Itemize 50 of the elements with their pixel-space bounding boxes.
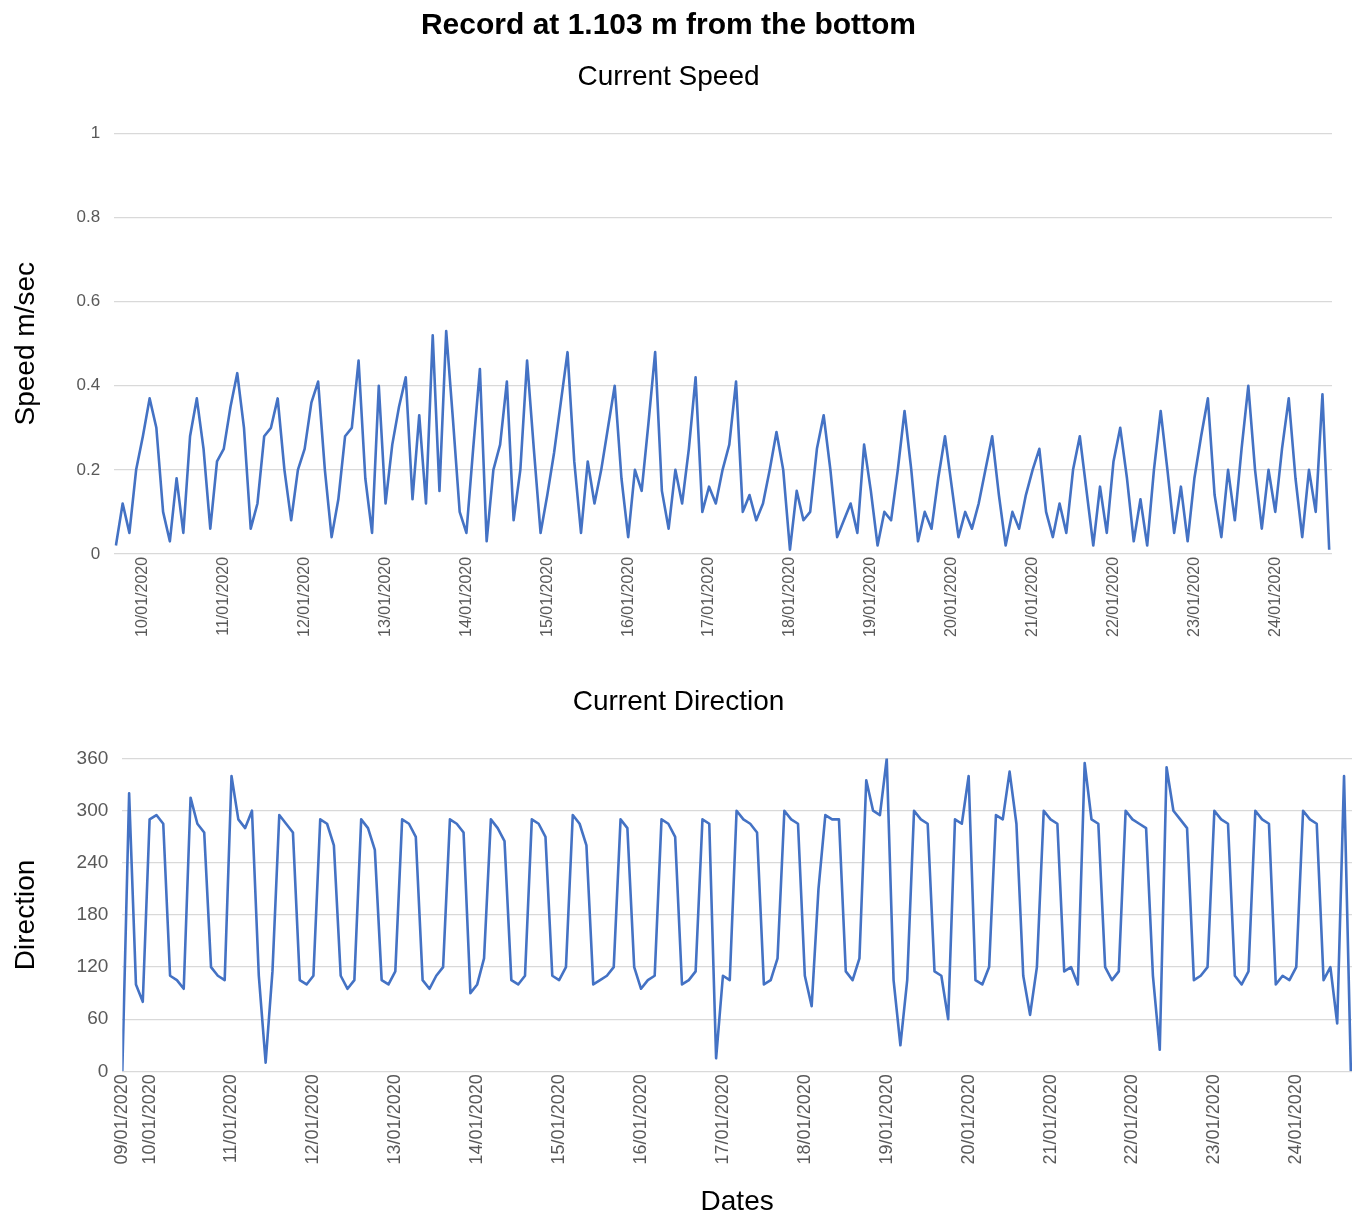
x-tick-label: 17/01/2020 bbox=[711, 1074, 732, 1165]
x-tick-label: 11/01/2020 bbox=[220, 1074, 241, 1164]
x-tick-label: 13/01/2020 bbox=[384, 1074, 405, 1165]
x-tick-label: 22/01/2020 bbox=[1103, 556, 1121, 637]
y-tick-label: 0.6 bbox=[76, 291, 101, 311]
y-tick-label: 60 bbox=[87, 1007, 109, 1029]
y-tick-label: 0 bbox=[97, 1059, 109, 1081]
x-tick-label: 16/01/2020 bbox=[630, 1074, 650, 1165]
y-tick-label: 120 bbox=[76, 955, 109, 977]
y-tick-label: 240 bbox=[76, 851, 109, 873]
x-tick-label: 17/01/2020 bbox=[699, 556, 717, 637]
x-tick-label: 14/01/2020 bbox=[456, 556, 474, 637]
x-tick-label: 12/01/2020 bbox=[295, 556, 313, 637]
x-tick-label: 21/01/2020 bbox=[1023, 556, 1041, 637]
x-tick-label: 18/01/2020 bbox=[793, 1074, 814, 1165]
chart-title: Record at 1.103 m from the bottom bbox=[420, 7, 917, 41]
x-axis-title: Dates bbox=[700, 1184, 774, 1216]
y-tick-label: 0.2 bbox=[76, 459, 101, 479]
x-tick-label: 23/01/2020 bbox=[1184, 556, 1202, 637]
x-tick-label: 16/01/2020 bbox=[618, 556, 636, 637]
x-tick-label: 14/01/2020 bbox=[466, 1074, 487, 1165]
x-tick-label: 10/01/2020 bbox=[133, 556, 151, 637]
chart-title: Current Direction bbox=[572, 684, 785, 716]
y-tick-label: 360 bbox=[76, 746, 109, 768]
chart-subtitle: Current Speed bbox=[577, 59, 760, 91]
y-tick-label: 180 bbox=[76, 903, 109, 925]
x-tick-label: 24/01/2020 bbox=[1285, 1074, 1306, 1165]
x-tick-label: 15/01/2020 bbox=[548, 1074, 569, 1165]
y-axis-title: Direction bbox=[8, 859, 40, 971]
x-tick-label: 18/01/2020 bbox=[780, 556, 798, 637]
x-tick-label: 09/01/2020 bbox=[111, 1074, 132, 1165]
x-tick-label: 24/01/2020 bbox=[1265, 556, 1283, 637]
x-tick-label: 20/01/2020 bbox=[942, 556, 960, 637]
y-tick-label: 0 bbox=[90, 543, 101, 563]
x-tick-label: 13/01/2020 bbox=[375, 556, 393, 637]
x-tick-label: 10/01/2020 bbox=[138, 1074, 159, 1165]
y-axis-title: Speed m/sec bbox=[8, 262, 40, 426]
x-tick-label: 12/01/2020 bbox=[302, 1074, 323, 1165]
x-tick-label: 21/01/2020 bbox=[1039, 1074, 1060, 1165]
x-tick-label: 11/01/2020 bbox=[214, 556, 232, 636]
y-tick-label: 300 bbox=[76, 798, 109, 820]
x-tick-label: 23/01/2020 bbox=[1203, 1074, 1224, 1165]
x-tick-label: 19/01/2020 bbox=[861, 556, 879, 637]
x-tick-label: 20/01/2020 bbox=[957, 1074, 978, 1165]
x-tick-label: 15/01/2020 bbox=[537, 556, 555, 637]
y-tick-label: 1 bbox=[90, 123, 101, 143]
y-tick-label: 0.4 bbox=[76, 375, 101, 395]
y-tick-label: 0.8 bbox=[76, 207, 101, 227]
x-tick-label: 22/01/2020 bbox=[1121, 1074, 1142, 1165]
x-tick-label: 19/01/2020 bbox=[875, 1074, 896, 1165]
